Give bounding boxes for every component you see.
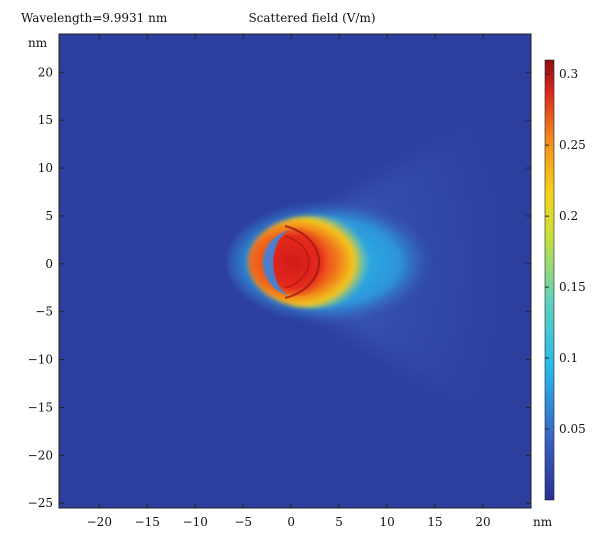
heatmap-plot — [59, 34, 531, 508]
shell-arc-outer — [284, 225, 320, 299]
x-axis-unit: nm — [533, 515, 553, 529]
colorbar — [544, 59, 555, 501]
colorbar-tick-label: 0.05 — [559, 422, 586, 436]
plot-frame — [58, 33, 532, 509]
y-tick-label: 20 — [38, 65, 53, 79]
x-tick-label: 10 — [379, 515, 394, 529]
colorbar-tick-label: 0.15 — [559, 280, 586, 294]
y-tick-label: −25 — [28, 496, 53, 510]
x-axis: −20 −15 −10 −5 0 5 10 15 20 — [87, 34, 491, 529]
y-tick-label: 0 — [45, 257, 53, 271]
y-axis: −25 −20 −15 −10 −5 0 5 10 15 20 — [28, 65, 531, 510]
x-tick-label: −20 — [87, 515, 112, 529]
y-tick-label: 10 — [38, 161, 53, 175]
wavelength-label: Wavelength=9.9931 nm — [21, 11, 168, 25]
field-core — [264, 228, 336, 296]
y-tick-label: −10 — [28, 353, 53, 367]
colorbar-tick-label: 0.25 — [559, 138, 586, 152]
x-tick-label: −15 — [135, 515, 160, 529]
y-axis-unit: nm — [28, 36, 48, 50]
colorbar-ticks: 0.05 0.1 0.15 0.2 0.25 0.3 — [545, 67, 586, 436]
x-tick-label: −5 — [234, 515, 252, 529]
y-tick-label: −20 — [28, 448, 53, 462]
x-tick-label: 5 — [335, 515, 343, 529]
x-tick-label: 15 — [427, 515, 442, 529]
x-tick-label: −10 — [183, 515, 208, 529]
y-tick-label: 15 — [38, 113, 53, 127]
colorbar-tick-label: 0.1 — [559, 351, 578, 365]
y-tick-label: −5 — [35, 305, 53, 319]
colorbar-tick-label: 0.3 — [559, 67, 578, 81]
chart-title: Scattered field (V/m) — [248, 11, 375, 25]
colorbar-tick-label: 0.2 — [559, 209, 578, 223]
y-tick-label: −15 — [28, 400, 53, 414]
shell-arc-inner — [284, 235, 310, 289]
x-tick-label: 20 — [475, 515, 490, 529]
y-tick-label: 5 — [45, 209, 53, 223]
x-tick-label: 0 — [287, 515, 295, 529]
shell-left-crescent — [262, 230, 290, 296]
